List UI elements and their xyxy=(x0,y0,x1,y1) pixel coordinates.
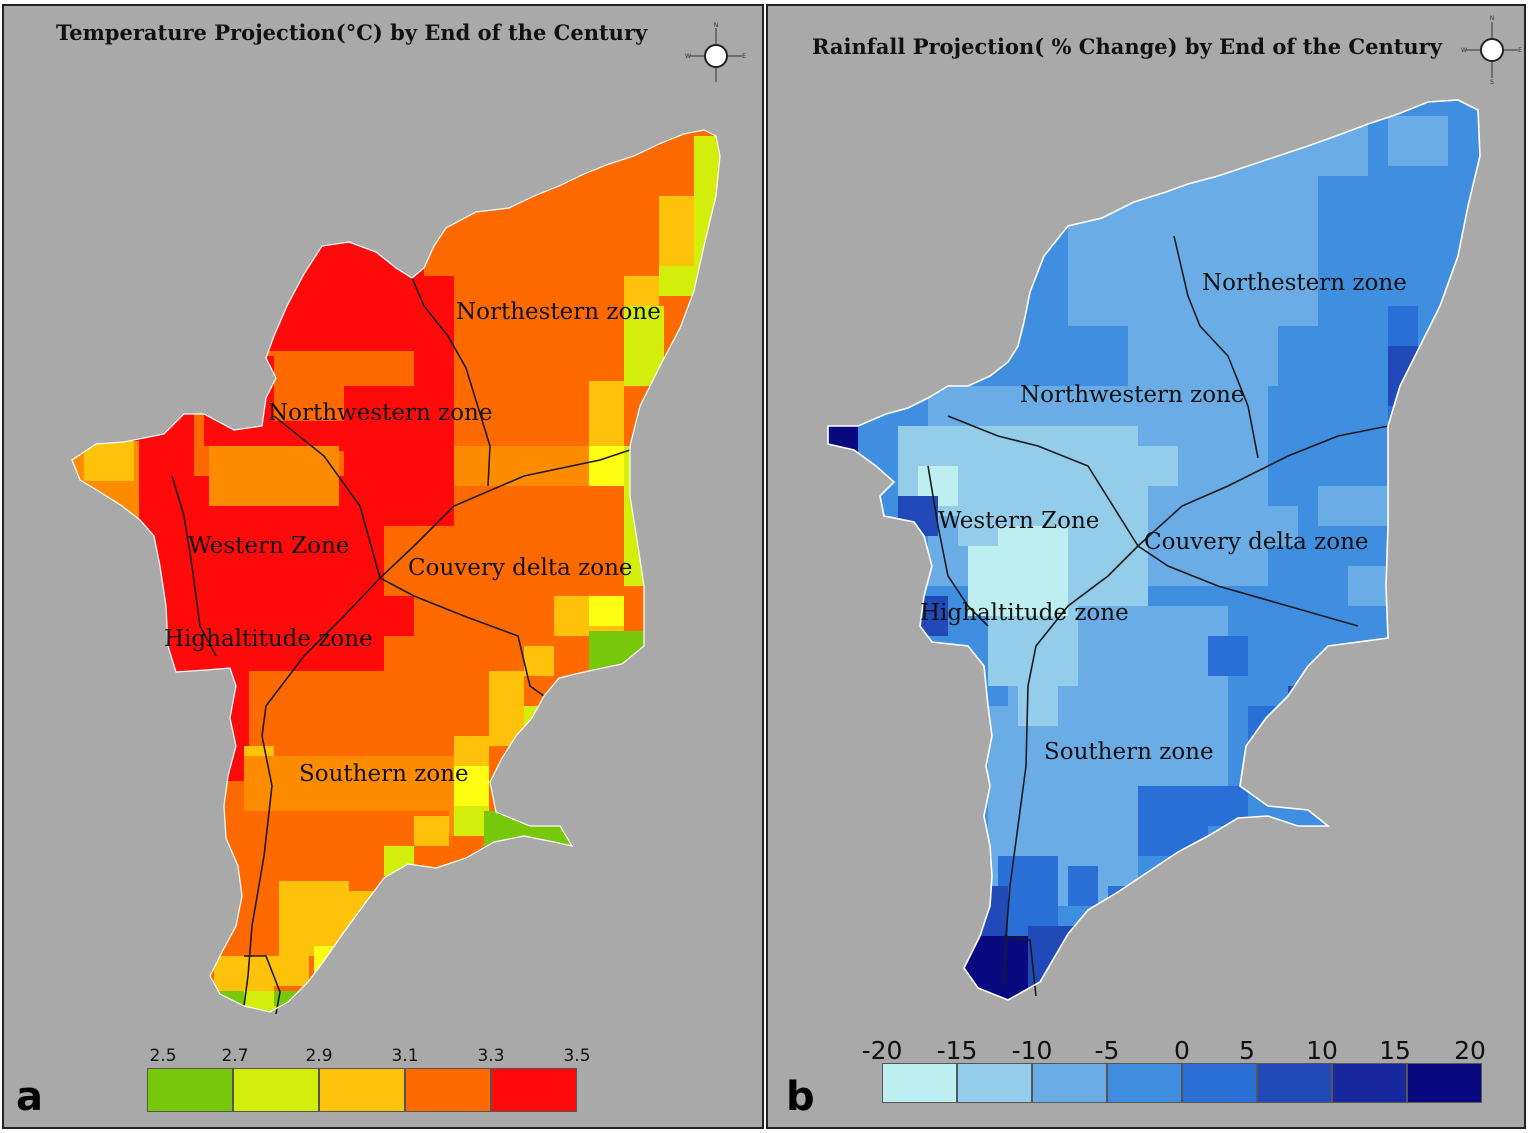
legend-tick-label: 20 xyxy=(1454,1036,1486,1065)
rainfall-map xyxy=(827,99,1481,1001)
legend-swatch xyxy=(1407,1063,1482,1103)
legend-tick-label: -5 xyxy=(1094,1036,1120,1065)
legend-swatch xyxy=(1332,1063,1407,1103)
legend-tick-label: -15 xyxy=(936,1036,978,1065)
legend-tick-label: 10 xyxy=(1306,1036,1338,1065)
zone-label-northwestern: Northwestern zone xyxy=(1020,382,1245,408)
rainfall-map-panel: Rainfall Projection( % Change) by End of… xyxy=(766,4,1526,1129)
legend-tick-label: 2.9 xyxy=(305,1046,333,1066)
zone-label-highaltitude: Highaltitude zone xyxy=(164,626,373,652)
legend-swatch xyxy=(957,1063,1032,1103)
zone-label-southern: Southern zone xyxy=(1044,739,1214,765)
legend-tick-label: 3.1 xyxy=(391,1046,419,1066)
zone-label-western: Western Zone xyxy=(938,508,1100,534)
zone-label-couvery: Couvery delta zone xyxy=(408,555,633,581)
panel-letter: a xyxy=(16,1074,43,1120)
legend-swatch xyxy=(147,1068,233,1112)
legend-tick-label: 5 xyxy=(1239,1036,1255,1065)
svg-text:W: W xyxy=(1461,47,1467,54)
legend-swatch xyxy=(1182,1063,1257,1103)
legend-swatch xyxy=(882,1063,957,1103)
zone-label-northwestern: Northwestern zone xyxy=(268,400,493,426)
zone-label-couvery: Couvery delta zone xyxy=(1144,529,1369,555)
legend-tick-label: 2.7 xyxy=(221,1046,249,1066)
legend-tick-label: 0 xyxy=(1174,1036,1190,1065)
svg-text:S: S xyxy=(1490,79,1494,86)
legend-swatch xyxy=(1032,1063,1107,1103)
compass-icon: N W E xyxy=(684,20,748,94)
legend-tick-label: 3.3 xyxy=(477,1046,505,1066)
legend-swatch xyxy=(1257,1063,1332,1103)
svg-text:N: N xyxy=(714,22,719,29)
legend-swatch xyxy=(319,1068,405,1112)
temperature-map-panel: Temperature Projection(°C) by End of the… xyxy=(2,4,764,1129)
legend-tick-label: -20 xyxy=(861,1036,903,1065)
compass-icon: N S W E xyxy=(1460,12,1524,90)
svg-text:W: W xyxy=(685,53,691,60)
svg-text:N: N xyxy=(1490,15,1495,22)
panel-letter: b xyxy=(786,1074,815,1120)
legend-tick-label: -10 xyxy=(1011,1036,1053,1065)
zone-label-northeastern: Northestern zone xyxy=(1202,270,1407,296)
zone-label-northeastern: Northestern zone xyxy=(456,299,661,325)
legend-swatch xyxy=(233,1068,319,1112)
legend-swatch xyxy=(1107,1063,1182,1103)
legend-tick-label: 15 xyxy=(1379,1036,1411,1065)
legend-swatch xyxy=(491,1068,577,1112)
svg-text:E: E xyxy=(742,53,746,60)
zone-label-highaltitude: Highaltitude zone xyxy=(920,600,1129,626)
legend-tick-label: 3.5 xyxy=(563,1046,591,1066)
zone-label-western: Western Zone xyxy=(188,533,350,559)
panel-title: Rainfall Projection( % Change) by End of… xyxy=(812,34,1442,59)
panel-title: Temperature Projection(°C) by End of the… xyxy=(56,20,648,45)
svg-text:E: E xyxy=(1518,47,1522,54)
legend-tick-label: 2.5 xyxy=(149,1046,177,1066)
temperature-map xyxy=(71,129,721,1015)
zone-label-southern: Southern zone xyxy=(299,761,469,787)
legend-swatch xyxy=(405,1068,491,1112)
